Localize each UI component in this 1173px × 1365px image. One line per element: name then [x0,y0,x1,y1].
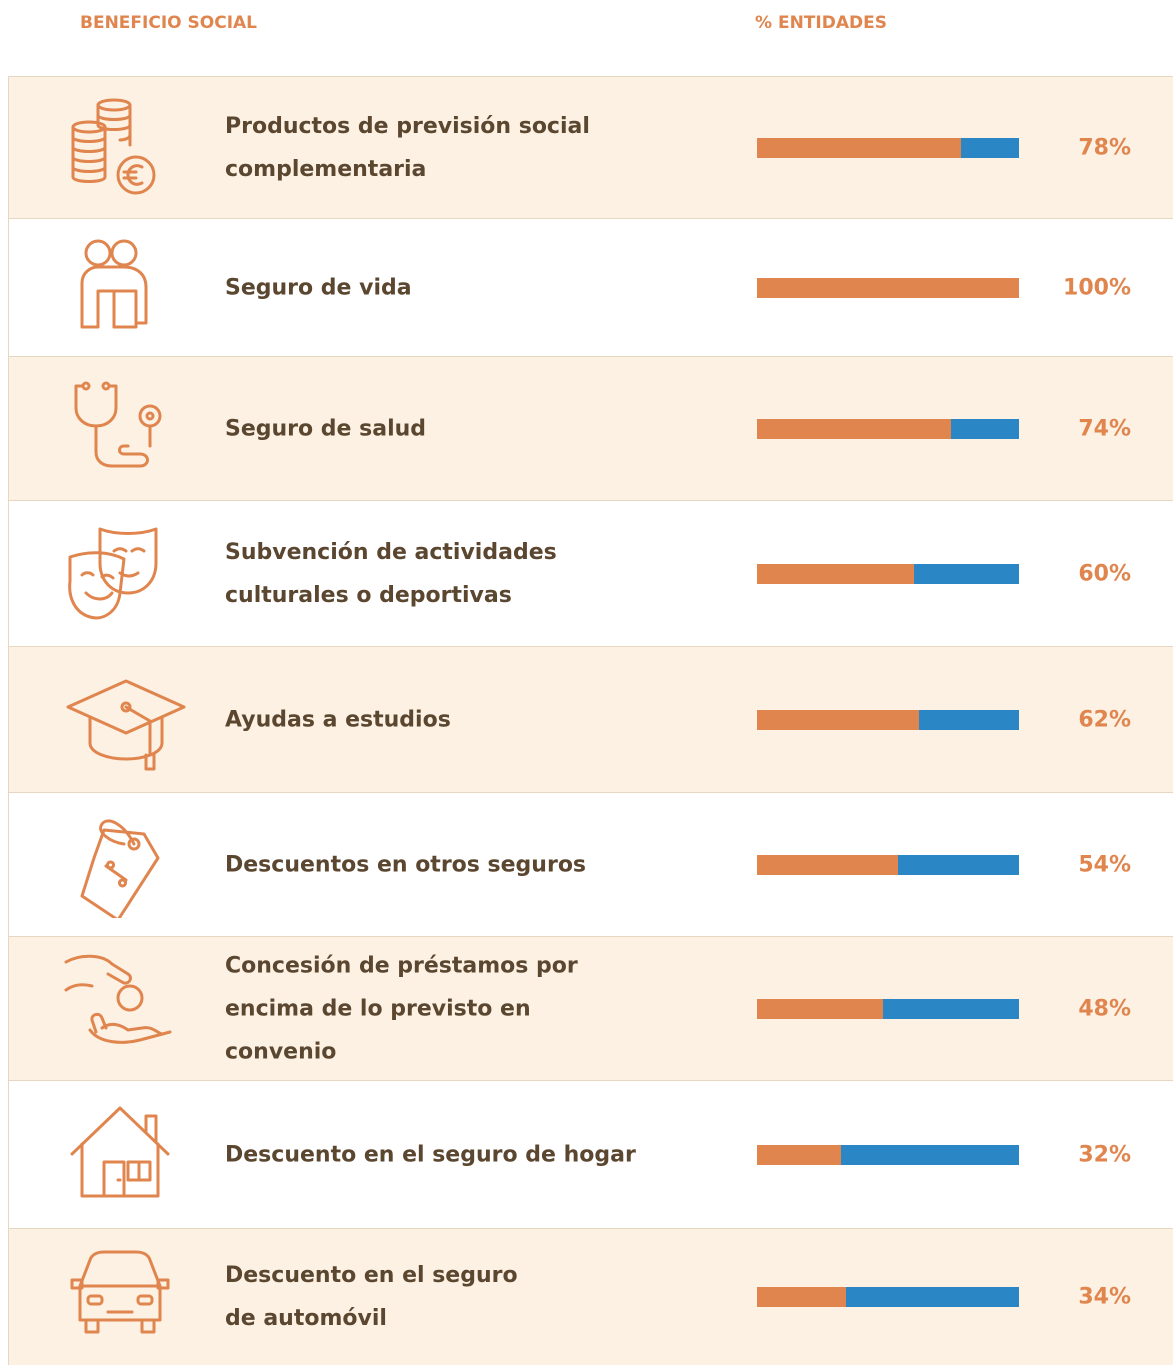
value-label: 74% [1078,416,1131,441]
benefit-icon [74,381,162,467]
bar [757,418,951,439]
row: Concesión de préstamos por encima de lo … [9,936,1173,1080]
bar-track [757,709,1019,730]
row: Ayudas a estudios 62% [9,646,1173,792]
value-label: 100% [1063,275,1131,300]
bar [757,1144,841,1165]
value-label: 54% [1078,852,1131,877]
bar [757,709,920,730]
icon [64,372,188,486]
bar [757,854,899,875]
category-label: Seguro de salud [225,416,427,441]
benefit-icon [64,954,172,1044]
benefit-icon [71,98,156,194]
value-label: 62% [1078,707,1131,732]
row: Descuento en el seguro de hogar 32% [9,1080,1173,1228]
bar-track [757,563,1019,584]
bar [757,137,962,158]
category-label: Ayudas a estudios [225,707,451,732]
icon [64,952,188,1066]
icon [64,91,188,205]
bar-track [757,277,1019,298]
bar [757,998,883,1019]
table: Productos de previsión social complement… [8,76,1173,1365]
benefit-icon [80,239,148,328]
icon [64,808,188,922]
column-header: % ENTIDADES [755,13,887,33]
benefit-icon [70,1250,170,1334]
icon [64,663,188,777]
value-label: 34% [1078,1284,1131,1310]
category-label: Seguro de vida [225,275,412,300]
bar [757,1287,847,1307]
row: Subvención de actividades culturales o d… [9,500,1173,646]
category-label: Concesión de préstamos por encima de lo … [225,953,578,1064]
bar [757,563,915,584]
category-label: Descuento en el seguro de automóvil [225,1263,518,1331]
bar-track [757,1144,1019,1165]
icon [64,231,188,345]
icon [64,1240,188,1354]
row: Productos de previsión social complement… [9,76,1173,218]
bar-track [757,137,1019,158]
icon [64,517,188,631]
bar-track [757,1287,1019,1307]
category-label: Descuentos en otros seguros [225,852,587,877]
bar-track [757,854,1019,875]
row: Seguro de vida 100% [9,218,1173,356]
value-label: 60% [1078,561,1131,586]
benefit-icon [70,1106,170,1197]
row: Descuento en el seguro de automóvil 34% [9,1228,1173,1365]
benefit-icon [68,527,158,619]
value-label: 78% [1078,135,1131,160]
bar [757,277,1019,298]
value-label: 48% [1078,996,1131,1021]
benefit-icon [80,818,160,921]
category-label: Subvención de actividades culturales o d… [225,539,557,608]
benefit-icon [66,679,186,770]
category-label: Descuento en el seguro de hogar [225,1142,636,1167]
column-header: BENEFICIO SOCIAL [80,13,258,33]
icon [64,1098,188,1212]
value-label: 32% [1078,1142,1131,1167]
category-label: Productos de previsión social complement… [225,113,590,182]
row: Descuentos en otros seguros 54% [9,792,1173,936]
bar-track [757,418,1019,439]
bar-track [757,998,1019,1019]
row: Seguro de salud 74% [9,356,1173,500]
